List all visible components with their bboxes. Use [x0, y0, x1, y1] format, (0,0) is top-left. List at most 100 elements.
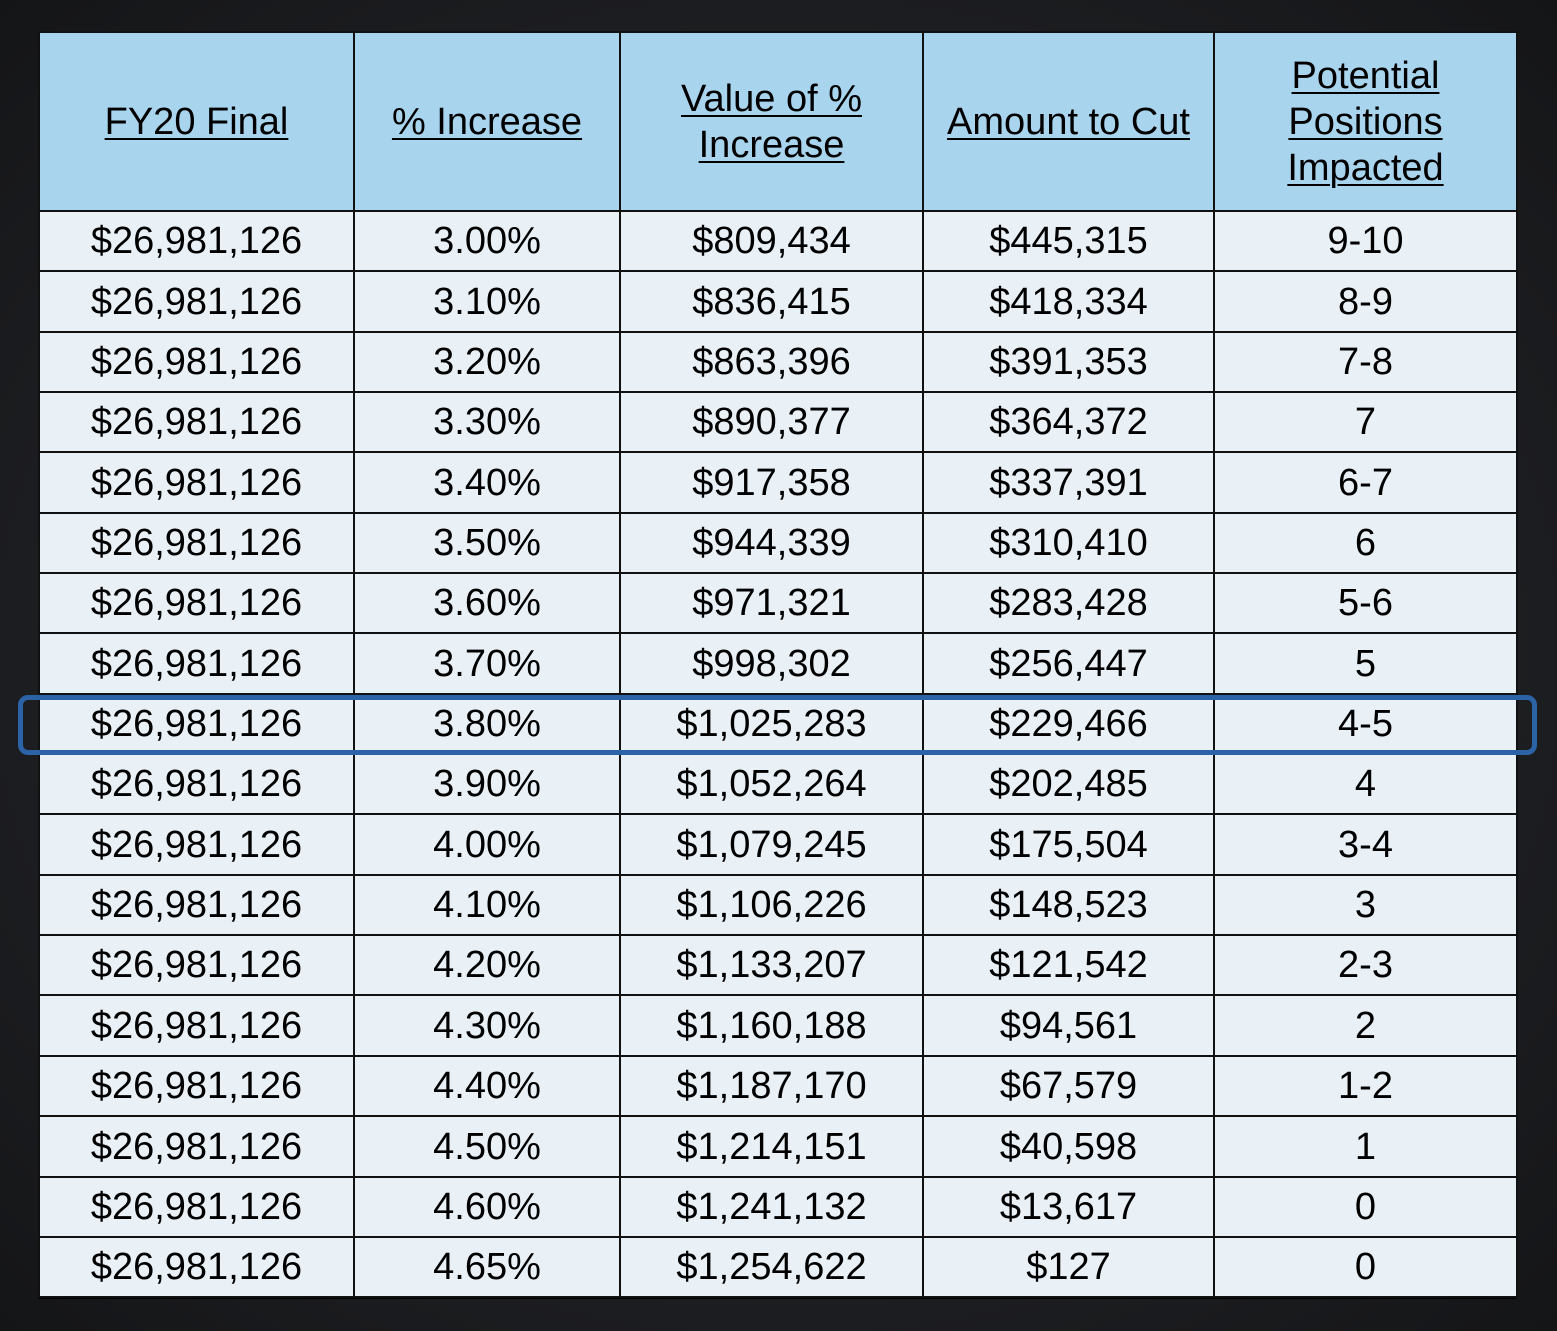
table-row: $26,981,126 4.10% $1,106,226 $148,523 3: [38, 873, 1518, 937]
cell-percent-increase: 3.30%: [353, 391, 621, 454]
cell-percent-increase: 4.40%: [353, 1054, 621, 1118]
table-row: $26,981,126 3.00% $809,434 $445,315 9-10: [38, 209, 1518, 273]
cell-value-of-increase: $1,052,264: [619, 753, 924, 816]
table-row-highlighted: $26,981,126 3.80% $1,025,283 $229,466 4-…: [38, 692, 1518, 756]
table-row: $26,981,126 4.30% $1,160,188 $94,561 2: [38, 994, 1518, 1057]
cell-percent-increase: 3.60%: [353, 572, 621, 635]
cell-fy20-final: $26,981,126: [38, 330, 355, 394]
table-row: $26,981,126 3.70% $998,302 $256,447 5: [38, 632, 1518, 695]
table-row: $26,981,126 3.10% $836,415 $418,334 8-9: [38, 270, 1518, 333]
table-row: $26,981,126 4.40% $1,187,170 $67,579 1-2: [38, 1054, 1518, 1118]
cell-percent-increase: 3.20%: [353, 330, 621, 394]
cell-fy20-final: $26,981,126: [38, 209, 355, 273]
cell-positions-impacted: 4: [1213, 753, 1518, 816]
cell-percent-increase: 3.00%: [353, 209, 621, 273]
header-positions-impacted: Potential Positions Impacted: [1213, 31, 1518, 212]
cell-percent-increase: 3.50%: [353, 511, 621, 575]
table-row: $26,981,126 4.00% $1,079,245 $175,504 3-…: [38, 813, 1518, 876]
cell-fy20-final: $26,981,126: [38, 1235, 355, 1299]
cell-positions-impacted: 0: [1213, 1175, 1518, 1238]
cell-positions-impacted: 7-8: [1213, 330, 1518, 394]
header-row: FY20 Final % Increase Value of % Increas…: [38, 31, 1518, 212]
cell-positions-impacted: 9-10: [1213, 209, 1518, 273]
cell-fy20-final: $26,981,126: [38, 753, 355, 816]
cell-value-of-increase: $890,377: [619, 391, 924, 454]
cell-amount-to-cut: $310,410: [922, 511, 1215, 575]
cell-amount-to-cut: $418,334: [922, 270, 1215, 333]
cell-fy20-final: $26,981,126: [38, 1115, 355, 1178]
cell-amount-to-cut: $175,504: [922, 813, 1215, 876]
cell-value-of-increase: $1,025,283: [619, 692, 924, 756]
cell-percent-increase: 4.20%: [353, 934, 621, 997]
cell-positions-impacted: 0: [1213, 1235, 1518, 1299]
cell-value-of-increase: $809,434: [619, 209, 924, 273]
cell-value-of-increase: $944,339: [619, 511, 924, 575]
cell-amount-to-cut: $148,523: [922, 873, 1215, 937]
cell-value-of-increase: $863,396: [619, 330, 924, 394]
cell-fy20-final: $26,981,126: [38, 692, 355, 756]
table-row: $26,981,126 4.20% $1,133,207 $121,542 2-…: [38, 934, 1518, 997]
cell-percent-increase: 3.80%: [353, 692, 621, 756]
cell-amount-to-cut: $94,561: [922, 994, 1215, 1057]
cell-percent-increase: 4.00%: [353, 813, 621, 876]
cell-value-of-increase: $971,321: [619, 572, 924, 635]
table-row: $26,981,126 3.60% $971,321 $283,428 5-6: [38, 572, 1518, 635]
cell-fy20-final: $26,981,126: [38, 572, 355, 635]
budget-table-container: FY20 Final % Increase Value of % Increas…: [38, 31, 1518, 1299]
cell-value-of-increase: $998,302: [619, 632, 924, 695]
cell-positions-impacted: 4-5: [1213, 692, 1518, 756]
table-row: $26,981,126 4.60% $1,241,132 $13,617 0: [38, 1175, 1518, 1238]
cell-value-of-increase: $1,187,170: [619, 1054, 924, 1118]
cell-percent-increase: 3.90%: [353, 753, 621, 816]
table-row: $26,981,126 3.40% $917,358 $337,391 6-7: [38, 451, 1518, 514]
cell-value-of-increase: $1,214,151: [619, 1115, 924, 1178]
header-fy20-final: FY20 Final: [38, 31, 355, 212]
cell-value-of-increase: $1,079,245: [619, 813, 924, 876]
cell-value-of-increase: $1,133,207: [619, 934, 924, 997]
table-body: $26,981,126 3.00% $809,434 $445,315 9-10…: [38, 209, 1518, 1299]
cell-positions-impacted: 5: [1213, 632, 1518, 695]
budget-table: FY20 Final % Increase Value of % Increas…: [38, 31, 1518, 1299]
cell-percent-increase: 4.10%: [353, 873, 621, 937]
cell-amount-to-cut: $283,428: [922, 572, 1215, 635]
cell-fy20-final: $26,981,126: [38, 391, 355, 454]
cell-fy20-final: $26,981,126: [38, 270, 355, 333]
cell-value-of-increase: $1,160,188: [619, 994, 924, 1057]
cell-positions-impacted: 5-6: [1213, 572, 1518, 635]
cell-positions-impacted: 3-4: [1213, 813, 1518, 876]
cell-positions-impacted: 1-2: [1213, 1054, 1518, 1118]
cell-amount-to-cut: $127: [922, 1235, 1215, 1299]
header-amount-to-cut: Amount to Cut: [922, 31, 1215, 212]
cell-percent-increase: 4.60%: [353, 1175, 621, 1238]
cell-percent-increase: 4.65%: [353, 1235, 621, 1299]
cell-amount-to-cut: $229,466: [922, 692, 1215, 756]
cell-fy20-final: $26,981,126: [38, 873, 355, 937]
header-value-of-increase: Value of % Increase: [619, 31, 924, 212]
cell-percent-increase: 4.30%: [353, 994, 621, 1057]
table-row: $26,981,126 3.20% $863,396 $391,353 7-8: [38, 330, 1518, 394]
table-row: $26,981,126 3.50% $944,339 $310,410 6: [38, 511, 1518, 575]
cell-positions-impacted: 2: [1213, 994, 1518, 1057]
cell-value-of-increase: $1,254,622: [619, 1235, 924, 1299]
cell-fy20-final: $26,981,126: [38, 632, 355, 695]
cell-fy20-final: $26,981,126: [38, 511, 355, 575]
cell-percent-increase: 3.70%: [353, 632, 621, 695]
cell-positions-impacted: 6: [1213, 511, 1518, 575]
cell-fy20-final: $26,981,126: [38, 813, 355, 876]
cell-fy20-final: $26,981,126: [38, 1175, 355, 1238]
cell-percent-increase: 3.40%: [353, 451, 621, 514]
cell-value-of-increase: $1,106,226: [619, 873, 924, 937]
cell-positions-impacted: 6-7: [1213, 451, 1518, 514]
cell-fy20-final: $26,981,126: [38, 994, 355, 1057]
cell-amount-to-cut: $445,315: [922, 209, 1215, 273]
cell-amount-to-cut: $202,485: [922, 753, 1215, 816]
table-row: $26,981,126 3.30% $890,377 $364,372 7: [38, 391, 1518, 454]
cell-fy20-final: $26,981,126: [38, 934, 355, 997]
cell-percent-increase: 3.10%: [353, 270, 621, 333]
cell-positions-impacted: 7: [1213, 391, 1518, 454]
cell-amount-to-cut: $121,542: [922, 934, 1215, 997]
cell-amount-to-cut: $256,447: [922, 632, 1215, 695]
cell-amount-to-cut: $13,617: [922, 1175, 1215, 1238]
cell-positions-impacted: 3: [1213, 873, 1518, 937]
cell-fy20-final: $26,981,126: [38, 451, 355, 514]
